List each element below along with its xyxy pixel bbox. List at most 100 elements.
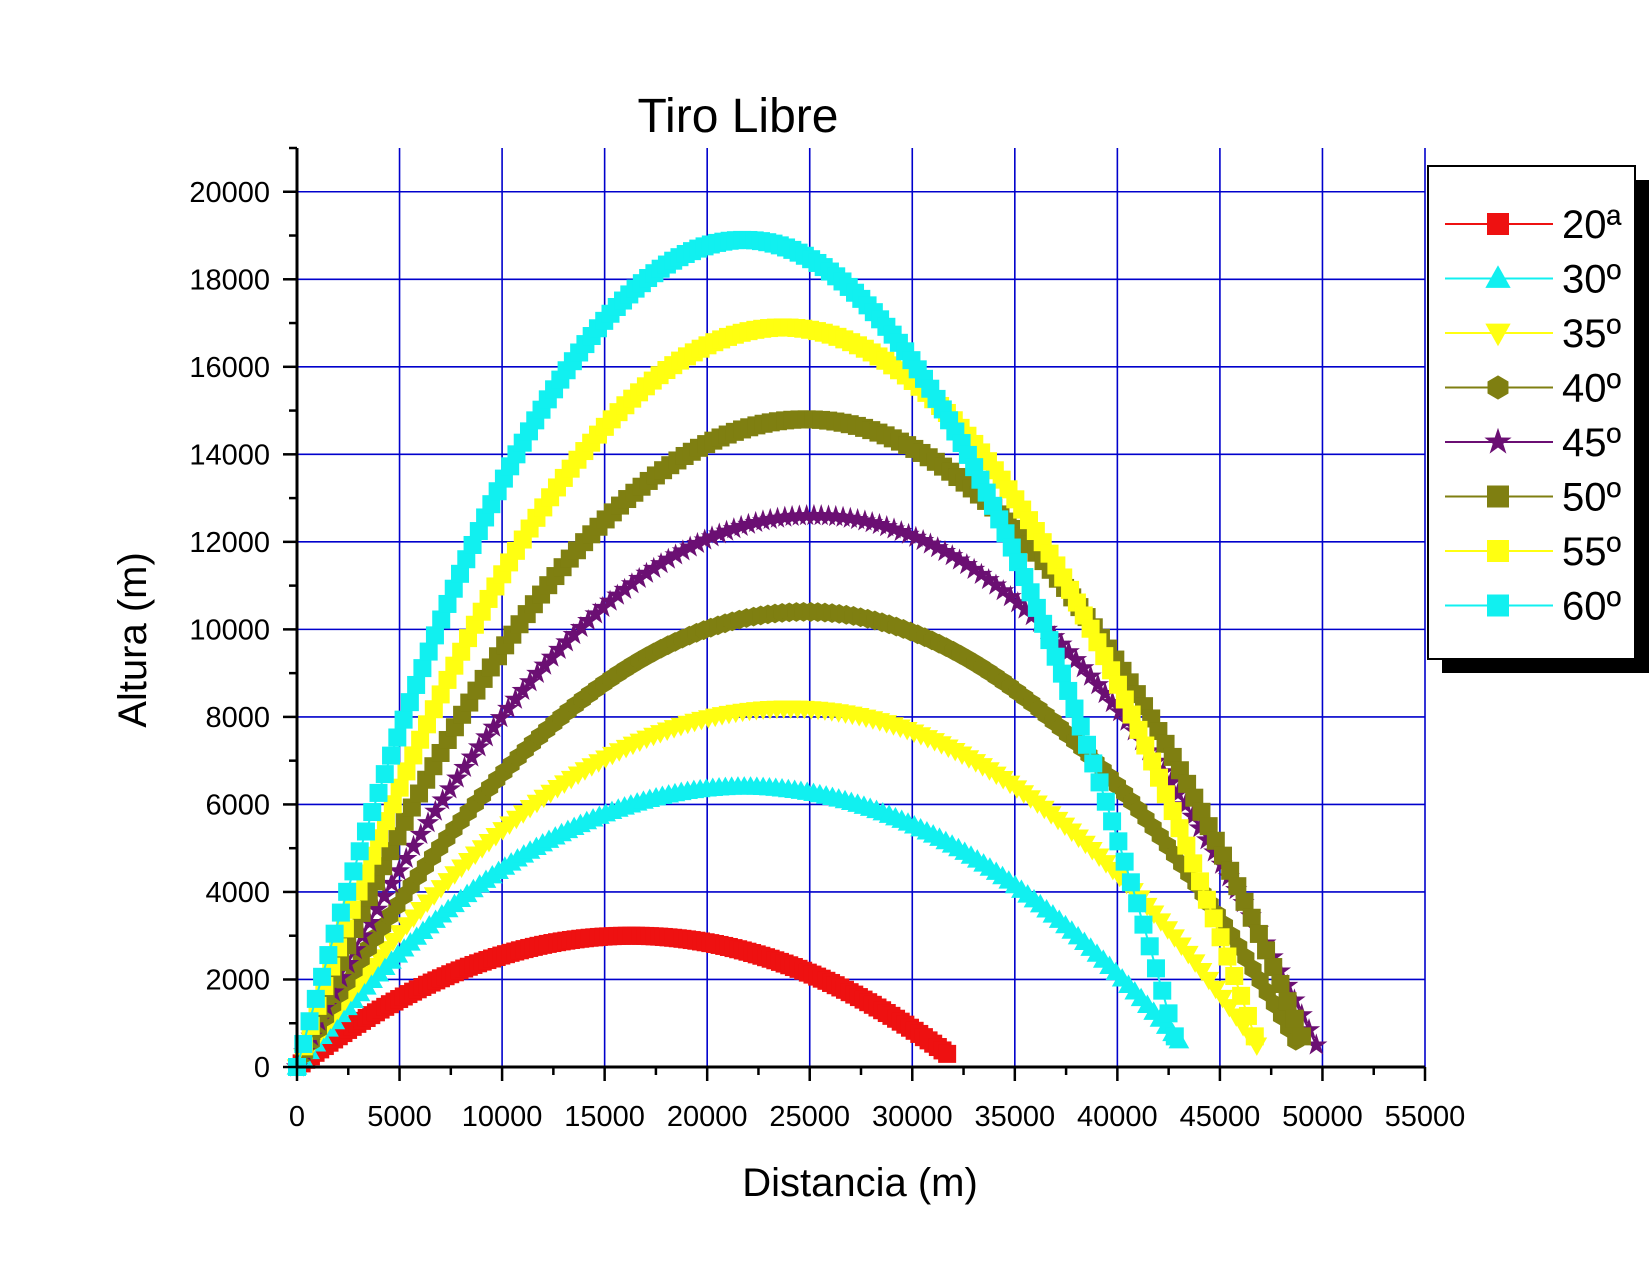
data-point (562, 622, 585, 645)
legend-item: 60º (1445, 585, 1621, 629)
data-point (444, 579, 463, 598)
data-point (1096, 792, 1115, 811)
data-point (773, 505, 796, 527)
data-point (395, 812, 414, 831)
data-point (1204, 909, 1223, 928)
data-point (569, 615, 593, 638)
data-point (1292, 1027, 1311, 1046)
series-2 (286, 700, 1268, 1078)
data-point (1285, 1009, 1304, 1028)
x-tick-label: 55000 (1385, 1101, 1466, 1133)
data-point (1271, 974, 1290, 993)
data-point (613, 577, 636, 599)
data-point (1095, 647, 1114, 666)
data-point (319, 946, 338, 965)
data-point (526, 661, 549, 683)
legend-marker (1487, 540, 1509, 562)
legend-item: 50º (1445, 476, 1621, 520)
data-point (577, 608, 600, 631)
data-point (1228, 877, 1247, 896)
plot-series (285, 230, 1328, 1078)
data-point (962, 557, 986, 579)
data-point (1086, 673, 1110, 695)
legend-label: 40º (1562, 367, 1621, 411)
data-point (882, 517, 906, 539)
data-point (897, 522, 920, 544)
series-1 (286, 776, 1190, 1075)
data-point (1013, 597, 1037, 619)
legend-item: 55º (1445, 530, 1621, 574)
data-point (547, 637, 571, 660)
data-point (715, 519, 738, 541)
data-point (497, 696, 520, 718)
data-point (350, 842, 369, 861)
data-point (409, 822, 432, 844)
y-tick-label: 20000 (189, 177, 270, 209)
x-tick-labels: 0 5000 10000 15000 20000 25000 30000 35000 40000… (289, 1101, 1465, 1133)
data-point (999, 585, 1022, 607)
legend-marker (1485, 323, 1511, 347)
data-point (642, 556, 665, 578)
data-point (1122, 705, 1141, 724)
data-point (1159, 1004, 1178, 1023)
data-point (1057, 640, 1080, 662)
data-point (780, 504, 804, 527)
data-point (584, 602, 607, 624)
data-point (1128, 894, 1147, 913)
data-point (1121, 873, 1140, 892)
data-point (1206, 831, 1225, 850)
data-point (1084, 754, 1103, 773)
data-point (926, 536, 949, 558)
legend-item: 20ª (1445, 203, 1621, 247)
data-point (1305, 1033, 1328, 1055)
data-point (737, 512, 760, 534)
data-point (457, 550, 476, 569)
data-point (416, 811, 440, 833)
data-point (1034, 614, 1053, 633)
data-point (1257, 941, 1276, 960)
data-point (955, 552, 978, 575)
data-point (533, 653, 556, 675)
data-point (1170, 819, 1189, 838)
x-tick-label: 45000 (1180, 1101, 1261, 1133)
y-tick-label: 4000 (205, 877, 270, 909)
data-point (438, 670, 457, 689)
data-point (1153, 981, 1172, 1000)
data-point (1102, 661, 1121, 680)
data-point (1108, 700, 1131, 722)
data-point (1002, 538, 1021, 557)
data-point (1197, 890, 1216, 909)
data-point (729, 514, 753, 536)
data-point (300, 1012, 319, 1031)
data-point (984, 573, 1008, 595)
data-point (1040, 631, 1059, 650)
data-point (1115, 690, 1134, 709)
data-point (451, 564, 470, 583)
data-point (1052, 664, 1071, 683)
data-point (1213, 846, 1232, 865)
data-point (628, 566, 651, 589)
data-point (1192, 802, 1211, 821)
data-point (890, 519, 913, 542)
data-point (1238, 1006, 1257, 1025)
data-point (369, 783, 388, 802)
legend-marker (1487, 485, 1509, 508)
y-tick-label: 0 (254, 1052, 270, 1084)
data-point (1136, 736, 1155, 755)
data-point (410, 784, 429, 803)
data-point (1191, 872, 1210, 891)
data-point (1212, 989, 1233, 1009)
legend-item: 35º (1445, 312, 1621, 356)
data-point (395, 846, 418, 869)
data-point (664, 543, 687, 565)
data-point (407, 675, 426, 694)
data-point (1064, 648, 1088, 670)
data-point (744, 510, 767, 533)
x-tick-label: 50000 (1282, 1101, 1363, 1133)
data-point (983, 496, 1002, 515)
x-tick-label: 40000 (1077, 1101, 1158, 1133)
data-point (363, 803, 382, 822)
data-point (679, 535, 702, 557)
data-point (1163, 802, 1182, 821)
data-point (1079, 664, 1102, 686)
